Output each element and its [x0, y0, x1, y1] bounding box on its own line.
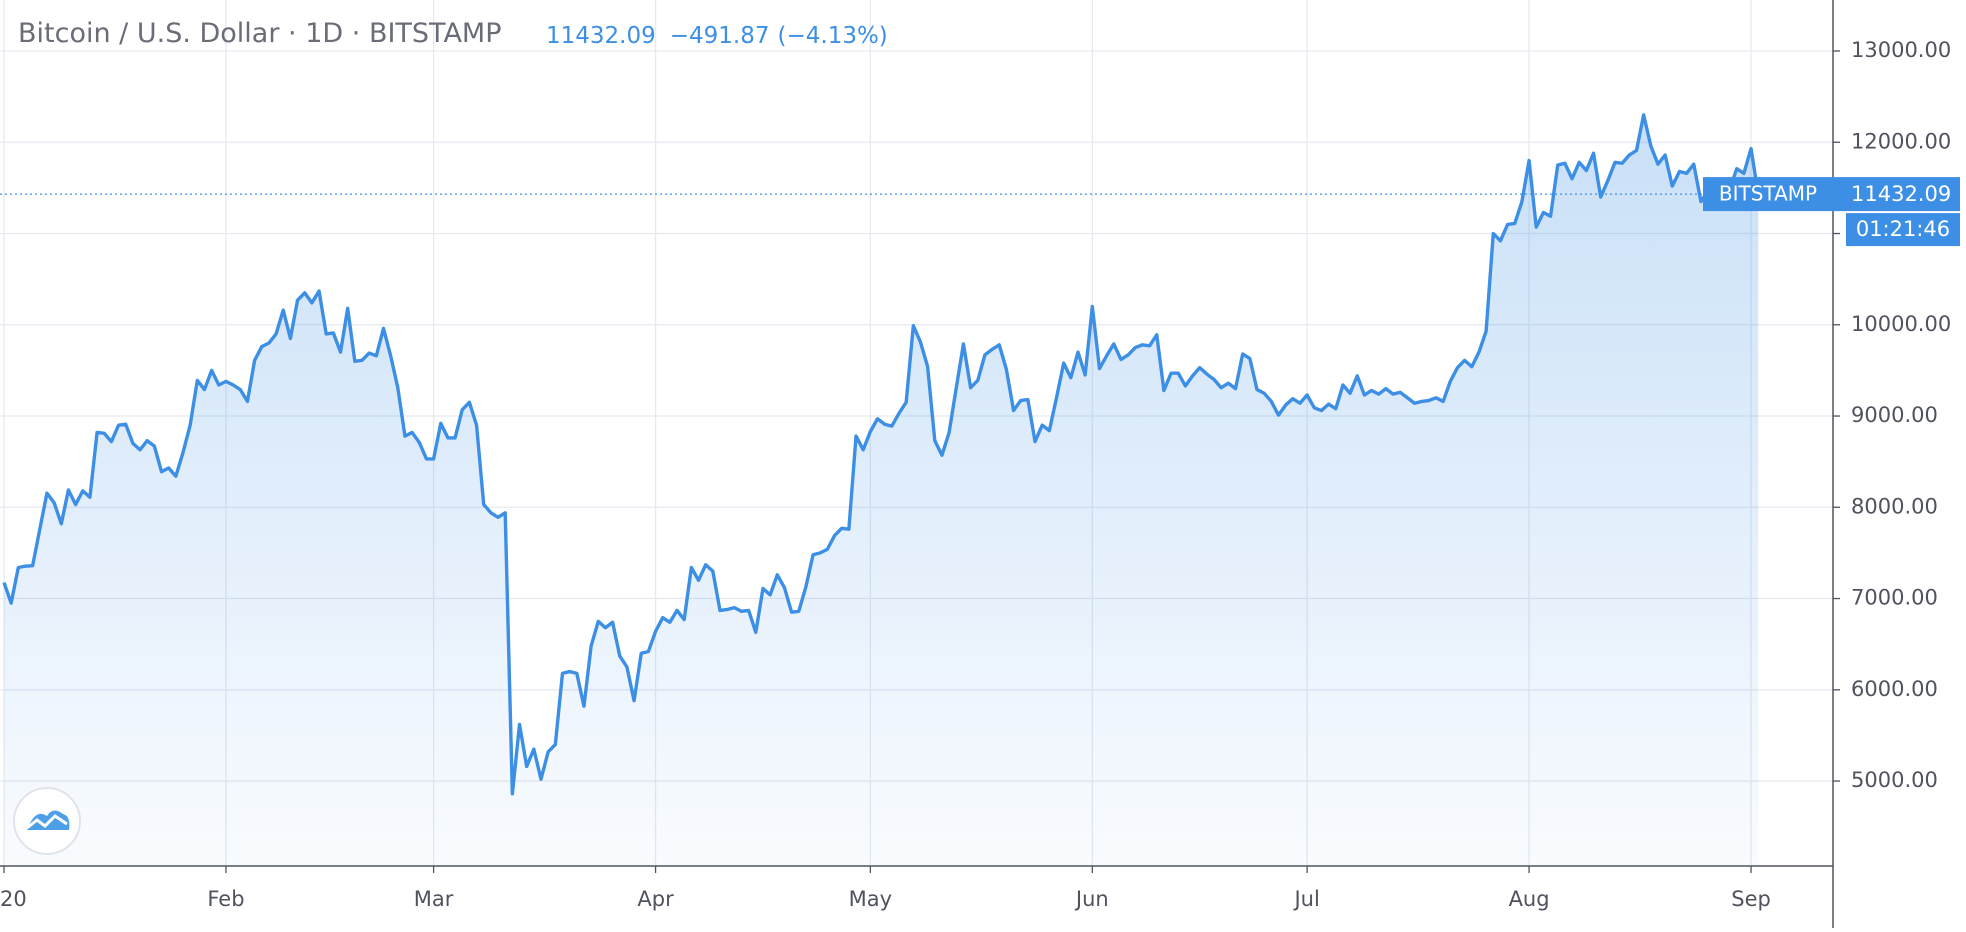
countdown-label: 01:21:46	[1856, 217, 1950, 241]
y-tick-label: 7000.00	[1851, 586, 1938, 610]
axis: 5000.00 6000.00 7000.00 8000.00 9000.00 10000…	[0, 38, 1960, 911]
interval: 1D	[305, 18, 343, 49]
y-tick-label: 8000.00	[1851, 494, 1938, 518]
x-tick-label: 20	[0, 887, 27, 911]
area	[4, 114, 1759, 866]
title: Bitcoin / U.S. Dollar	[18, 18, 280, 49]
x-tick-label: Mar	[414, 887, 454, 911]
symbol-title: Bitcoin / U.S. Dollar · 1D · BITSTAMP	[18, 18, 502, 49]
logo-cloud[interactable]	[27, 810, 70, 830]
logo[interactable]	[13, 787, 81, 855]
exchange: BITSTAMP	[369, 18, 502, 49]
logo-line[interactable]	[26, 814, 68, 830]
x-tick-label: Sep	[1731, 887, 1771, 911]
x-tick-label: Feb	[207, 887, 244, 911]
quote: 11432.09 −491.87 (−4.13%)	[546, 23, 888, 49]
y-tick-label: 9000.00	[1851, 403, 1938, 427]
x-tick-label: Aug	[1509, 887, 1550, 911]
price-line	[2, 113, 1760, 796]
countdown-badge	[1846, 213, 1960, 247]
price-badge	[1833, 177, 1960, 212]
x-tick-label: Jul	[1292, 887, 1319, 911]
change-pct: (−4.13%)	[778, 23, 888, 49]
last-price: 11432.09	[546, 23, 656, 49]
x-tick-label: Apr	[637, 887, 674, 911]
header: Bitcoin / U.S. Dollar · 1D · BITSTAMP 11…	[18, 18, 888, 49]
y-tick-label: 6000.00	[1851, 677, 1938, 701]
change: −491.87	[670, 23, 770, 49]
plot	[0, 113, 1833, 866]
price-badge-label: 11432.09	[1851, 182, 1951, 206]
y-tick-label: 12000.00	[1851, 129, 1951, 153]
exchange-badge	[1703, 177, 1833, 212]
y-tick-label: 13000.00	[1851, 38, 1951, 62]
exchange-badge-label: BITSTAMP	[1719, 182, 1817, 206]
x-tick-label: May	[849, 887, 892, 911]
y-tick-label: 10000.00	[1851, 312, 1951, 336]
x-tick-label: Jun	[1074, 887, 1109, 911]
y-tick-label: 5000.00	[1851, 768, 1938, 792]
